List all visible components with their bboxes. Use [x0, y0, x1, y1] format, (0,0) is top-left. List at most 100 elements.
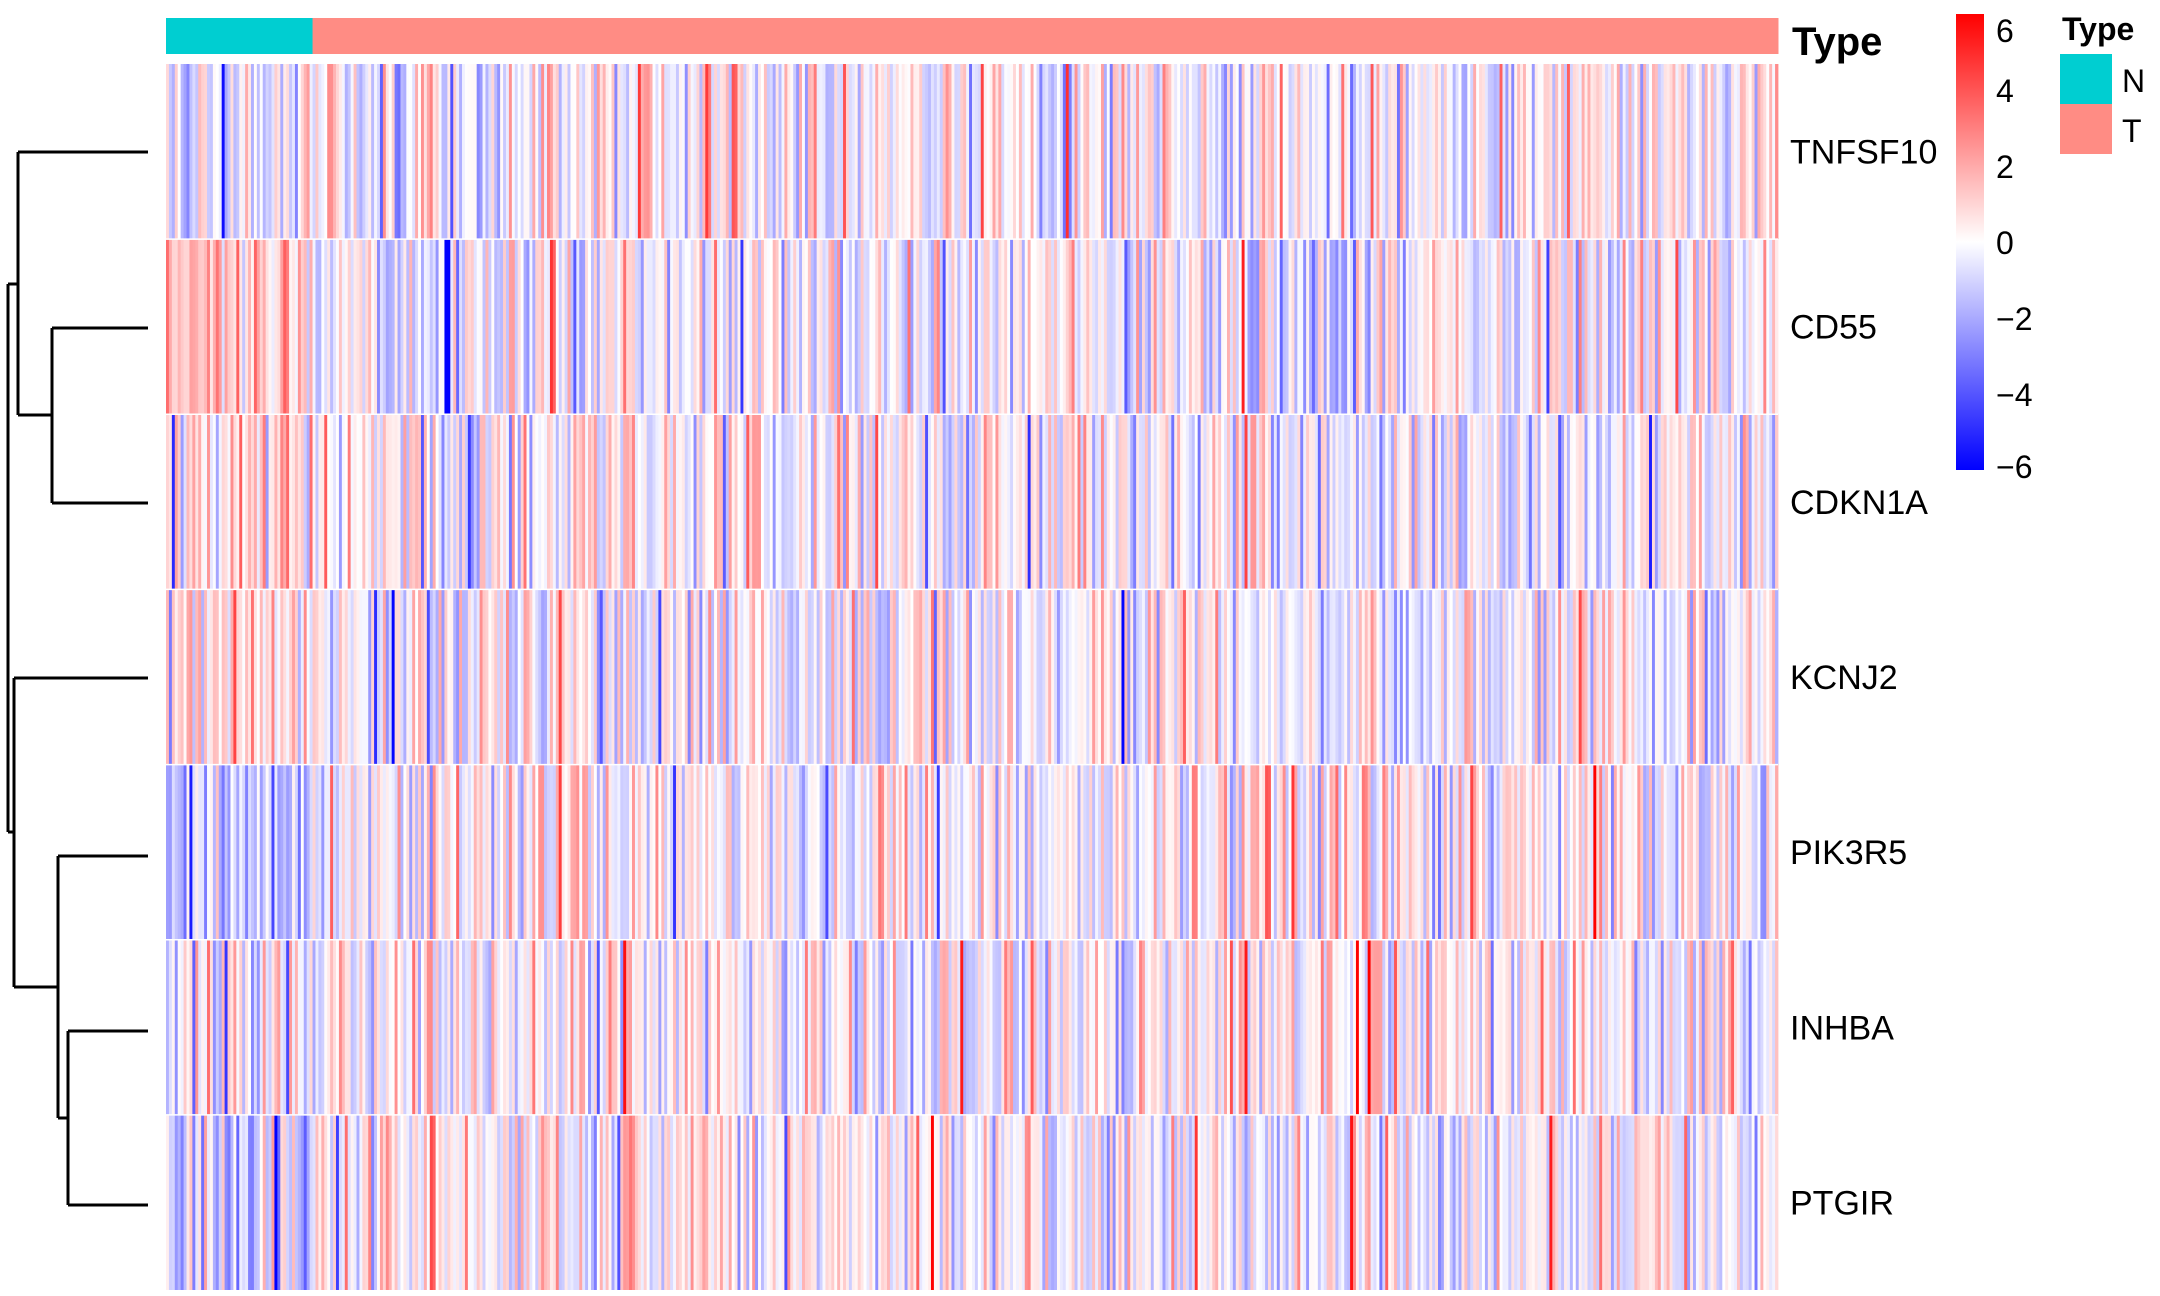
heatmap-cell	[555, 239, 560, 415]
heatmap-cell	[251, 414, 255, 590]
heatmap-cell	[866, 64, 870, 240]
heatmap-cell	[1646, 414, 1650, 590]
heatmap-cell	[297, 64, 302, 240]
heatmap-cell	[1446, 939, 1451, 1115]
heatmap-cell	[456, 589, 460, 765]
heatmap-cell	[1074, 589, 1078, 765]
heatmap-cell	[1086, 764, 1090, 940]
heatmap-cell	[303, 764, 308, 940]
heatmap-cell	[1285, 239, 1289, 415]
heatmap-cell	[1115, 764, 1119, 940]
heatmap-cell	[690, 589, 694, 765]
heatmap-cell	[1619, 239, 1624, 415]
heatmap-cell	[980, 414, 985, 590]
heatmap-cell	[1127, 239, 1131, 415]
heatmap-cell	[1265, 239, 1269, 415]
heatmap-cell	[1341, 1114, 1345, 1290]
heatmap-cell	[1177, 939, 1181, 1115]
heatmap-cell	[1449, 414, 1454, 590]
heatmap-cell	[1388, 589, 1392, 765]
heatmap-cell	[1587, 64, 1591, 240]
heatmap-cell	[1317, 764, 1322, 940]
heatmap-cell	[963, 939, 967, 1115]
heatmap-cell	[368, 939, 372, 1115]
heatmap-cell	[1517, 939, 1521, 1115]
heatmap-cell	[420, 414, 425, 590]
heatmap-cell	[1212, 939, 1216, 1115]
heatmap-cell	[1083, 239, 1087, 415]
heatmap-cell	[1109, 239, 1114, 415]
heatmap-cell	[218, 939, 223, 1115]
heatmap-cell	[198, 1114, 202, 1290]
heatmap-cell	[731, 64, 735, 240]
heatmap-cell	[930, 414, 935, 590]
heatmap-cell	[1654, 589, 1659, 765]
heatmap-cell	[318, 939, 322, 1115]
heatmap-cell	[1464, 1114, 1468, 1290]
heatmap-cell	[1775, 414, 1779, 590]
heatmap-cell	[491, 764, 495, 940]
heatmap-cell	[766, 1114, 771, 1290]
heatmap-cell	[283, 239, 287, 415]
heatmap-cell	[831, 1114, 835, 1290]
heatmap-cell	[878, 64, 882, 240]
heatmap-cell	[1660, 764, 1665, 940]
heatmap-cell	[875, 414, 879, 590]
heatmap-cell	[1382, 414, 1386, 590]
heatmap-cell	[1013, 589, 1017, 765]
heatmap-cell	[379, 414, 384, 590]
heatmap-cell	[1361, 239, 1366, 415]
heatmap-cell	[863, 764, 867, 940]
heatmap-cell	[312, 764, 316, 940]
heatmap-cell	[303, 939, 308, 1115]
heatmap-cell	[459, 414, 463, 590]
heatmap-cell	[1766, 939, 1770, 1115]
heatmap-cell	[1590, 764, 1594, 940]
heatmap-cell	[479, 764, 483, 940]
heatmap-cell	[503, 414, 507, 590]
heatmap-cell	[667, 64, 671, 240]
heatmap-cell	[593, 239, 598, 415]
heatmap-cell	[1537, 1114, 1541, 1290]
heatmap-cell	[632, 239, 636, 415]
heatmap-cell	[784, 239, 788, 415]
heatmap-cell	[520, 939, 524, 1115]
heatmap-cell	[1042, 1114, 1046, 1290]
heatmap-cell	[649, 239, 653, 415]
heatmap-cell	[432, 1114, 437, 1290]
heatmap-cell	[1092, 764, 1096, 940]
heatmap-cell	[854, 239, 859, 415]
heatmap-cell	[1288, 414, 1292, 590]
heatmap-cell	[1511, 764, 1515, 940]
heatmap-cell	[535, 939, 539, 1115]
heatmap-cell	[678, 414, 683, 590]
heatmap-cell	[535, 64, 539, 240]
heatmap-cell	[1177, 64, 1181, 240]
heatmap-cell	[646, 764, 650, 940]
heatmap-cell	[549, 414, 554, 590]
heatmap-cell	[1388, 939, 1392, 1115]
heatmap-cell	[989, 589, 993, 765]
heatmap-cell	[1505, 64, 1509, 240]
heatmap-cell	[1358, 414, 1363, 590]
heatmap-cell	[1098, 939, 1102, 1115]
heatmap-cell	[1071, 239, 1075, 415]
heatmap-cell	[602, 589, 607, 765]
heatmap-cell	[1112, 414, 1117, 590]
heatmap-cell	[1314, 64, 1319, 240]
heatmap-cell	[1206, 589, 1210, 765]
heatmap-cell	[1584, 589, 1588, 765]
heatmap-cell	[802, 414, 806, 590]
heatmap-cell	[1147, 939, 1152, 1115]
heatmap-cell	[1083, 1114, 1087, 1290]
heatmap-cell	[983, 414, 988, 590]
heatmap-cell	[1054, 414, 1058, 590]
heatmap-cell	[1435, 589, 1439, 765]
heatmap-cell	[1355, 589, 1360, 765]
heatmap-cell	[796, 939, 800, 1115]
heatmap-cell	[1402, 589, 1407, 765]
heatmap-cell	[960, 239, 964, 415]
heatmap-cell	[523, 764, 527, 940]
heatmap-cell	[1332, 589, 1336, 765]
heatmap-cell	[517, 939, 522, 1115]
